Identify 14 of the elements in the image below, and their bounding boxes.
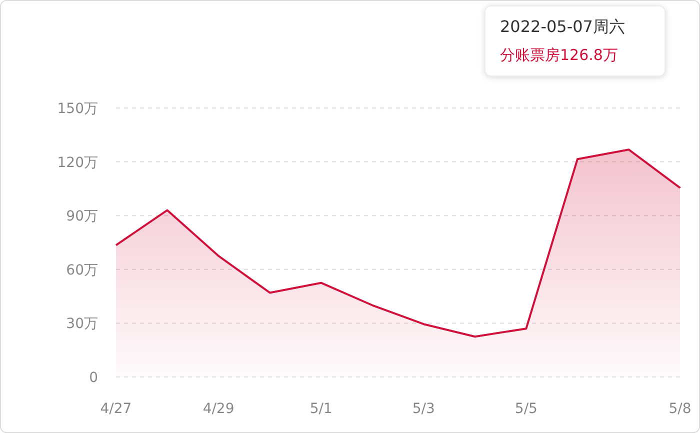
x-tick-label: 5/8 [668, 401, 692, 417]
y-tick-label: 0 [89, 370, 98, 386]
y-tick-label: 120万 [57, 154, 98, 171]
x-tick-label: 5/3 [412, 401, 435, 417]
y-tick-label: 30万 [66, 316, 98, 332]
y-tick-label: 150万 [57, 101, 98, 117]
x-tick-label: 5/1 [310, 401, 332, 417]
x-tick-label: 4/29 [202, 401, 234, 417]
y-tick-label: 60万 [66, 262, 98, 278]
text: 2022-05-07周六 [500, 17, 625, 36]
x-tick-label: 5/5 [514, 401, 538, 417]
text: 分账票房126.8万 [500, 46, 618, 64]
x-tick-label: 4/27 [100, 401, 132, 417]
y-tick-label: 90万 [66, 208, 98, 225]
